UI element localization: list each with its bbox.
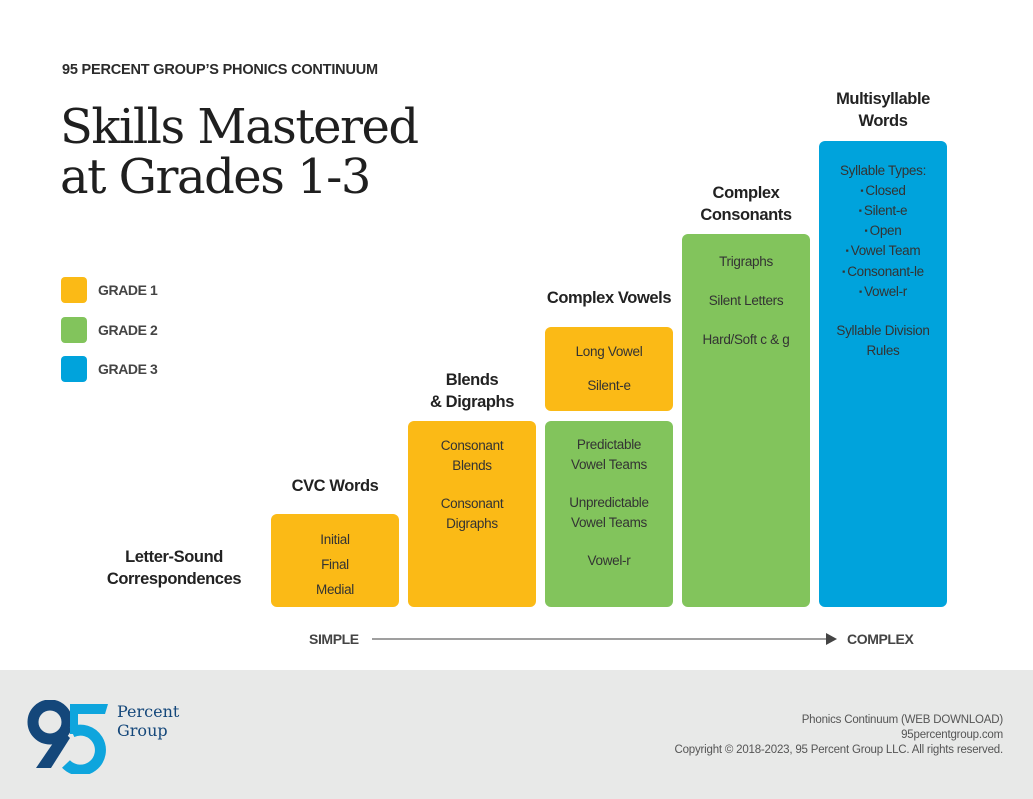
block-item: Final	[321, 557, 349, 572]
bullet-icon: ▪	[864, 225, 870, 236]
block-item: Predictable Vowel Teams	[545, 435, 673, 474]
block-complex-consonants: Trigraphs Silent Letters Hard/Soft c & g	[682, 234, 810, 607]
footer-info: Phonics Continuum (WEB DOWNLOAD) 95perce…	[674, 713, 1003, 758]
legend-swatch-blue	[61, 356, 87, 382]
syllable-type-item: ▪ Vowel Team	[819, 241, 947, 261]
heading-line: Letter-Sound	[125, 548, 223, 566]
footer-website-link[interactable]: 95percentgroup.com	[901, 729, 1003, 741]
legend-grade-2: GRADE 2	[61, 317, 158, 343]
syllable-types-intro: Syllable Types:	[839, 163, 927, 178]
bullet-text: Vowel-r	[864, 283, 907, 299]
item-line: Digraphs	[446, 515, 498, 531]
logo-wordmark: Percent Group	[117, 702, 179, 740]
bullet-icon: ▪	[845, 245, 851, 256]
heading-line: Multisyllable	[836, 90, 930, 108]
logo-word: Percent	[117, 702, 180, 721]
legend-grade-1: GRADE 1	[61, 277, 158, 303]
block-blends-digraphs: Consonant Blends Consonant Digraphs	[408, 421, 536, 607]
item-line: Consonant	[440, 496, 504, 511]
heading-line: Blends	[445, 371, 499, 389]
block-complex-vowels-grade1: Long Vowel Silent-e	[545, 327, 673, 411]
syllable-division-rules: Syllable Division Rules	[819, 321, 947, 360]
block-item: Long Vowel	[575, 344, 643, 359]
item-line: Predictable	[576, 437, 642, 452]
bullet-icon: ▪	[858, 286, 865, 297]
block-item: Silent-e	[587, 378, 631, 393]
item-line: Vowel-r	[587, 553, 631, 568]
item-line: Vowel Teams	[571, 514, 647, 530]
syllable-type-item: ▪ Vowel-r	[819, 282, 947, 302]
legend-swatch-yellow	[61, 277, 87, 303]
bullet-text: Consonant-le	[847, 263, 924, 279]
block-item: Consonant Blends	[408, 436, 536, 475]
item-line: Vowel Teams	[571, 456, 647, 472]
item-line: Syllable Division	[836, 323, 930, 338]
heading-cvc-words: CVC Words	[291, 477, 379, 495]
footer-document-name: Phonics Continuum (WEB DOWNLOAD)	[801, 714, 1003, 726]
bullet-icon: ▪	[860, 185, 866, 196]
logo-five-top	[70, 704, 108, 714]
heading-line: Correspondences	[106, 570, 242, 588]
block-complex-vowels-grade2: Predictable Vowel Teams Unpredictable Vo…	[545, 421, 673, 607]
axis-label-simple: SIMPLE	[309, 631, 359, 647]
block-item: Medial	[316, 582, 354, 597]
block-cvc-words: Initial Final Medial	[271, 514, 399, 607]
logo-95-icon	[27, 700, 108, 774]
footer	[0, 670, 1033, 799]
legend-label: GRADE 1	[98, 282, 158, 298]
bullet-icon: ▪	[842, 266, 848, 277]
heading-blends-digraphs: Blends & Digraphs	[408, 369, 536, 413]
axis-label-complex: COMPLEX	[847, 631, 914, 647]
arrow-head-icon	[826, 633, 837, 645]
item-line: Rules	[866, 342, 900, 358]
bullet-icon: ▪	[858, 205, 864, 216]
bullet-text: Closed	[865, 182, 906, 198]
heading-complex-consonants: Complex Consonants	[682, 182, 810, 226]
heading-line: Words	[858, 112, 908, 130]
legend-grade-3: GRADE 3	[61, 356, 158, 382]
block-multisyllable-words: Syllable Types: ▪ Closed ▪ Silent-e ▪ Open…	[819, 141, 947, 607]
syllable-type-item: ▪ Closed	[819, 181, 947, 201]
block-item: Unpredictable Vowel Teams	[545, 493, 673, 532]
syllable-types-list: ▪ Closed ▪ Silent-e ▪ Open ▪ Vowel Team ▪ Co…	[819, 181, 947, 302]
heading-line: Complex	[712, 184, 780, 202]
logo-five-bowl	[62, 724, 106, 774]
block-item: Silent Letters	[708, 293, 784, 308]
heading-complex-vowels: Complex Vowels	[546, 289, 672, 307]
item-line: Consonant	[440, 438, 504, 453]
eyebrow-title: 95 PERCENT GROUP’S PHONICS CONTINUUM	[62, 62, 378, 78]
block-item: Initial	[320, 532, 350, 547]
legend-label: GRADE 2	[98, 322, 158, 338]
logo-word: Group	[117, 721, 168, 740]
item-line: Unpredictable	[569, 495, 649, 510]
item-line: Blends	[452, 457, 492, 473]
bullet-text: Vowel Team	[850, 243, 921, 259]
heading-multisyllable-words: Multisyllable Words	[819, 88, 947, 132]
syllable-type-item: ▪ Open	[819, 221, 947, 241]
title-line-2: at Grades 1-3	[60, 149, 371, 205]
block-item: Trigraphs	[719, 254, 773, 269]
footer-copyright: Copyright © 2018-2023, 95 Percent Group …	[674, 744, 1003, 756]
block-item: Vowel-r	[545, 551, 673, 571]
heading-line: Consonants	[700, 206, 792, 224]
title-line-1: Skills Mastered	[60, 99, 419, 155]
page-title: Skills Mastered at Grades 1-3	[60, 102, 480, 202]
block-item: Consonant Digraphs	[408, 494, 536, 533]
heading-line: & Digraphs	[429, 393, 514, 411]
syllable-type-item: ▪ Consonant-le	[819, 262, 947, 282]
bullet-text: Open	[869, 223, 902, 239]
legend-swatch-green	[61, 317, 87, 343]
heading-letter-sound: Letter-Sound Correspondences	[95, 546, 253, 590]
legend-label: GRADE 3	[98, 361, 158, 377]
bullet-text: Silent-e	[863, 202, 908, 218]
logo-nine-tail	[36, 730, 70, 768]
block-item: Hard/Soft c & g	[702, 332, 790, 347]
syllable-type-item: ▪ Silent-e	[819, 201, 947, 221]
simple-to-complex-arrow	[372, 633, 837, 645]
logo-nine-bowl	[27, 700, 73, 745]
